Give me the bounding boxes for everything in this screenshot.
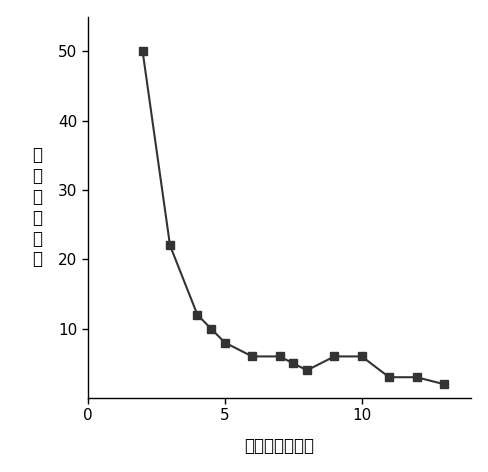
X-axis label: ベリファイ回数: ベリファイ回数 — [244, 438, 315, 455]
Y-axis label: 不
良
ビ
ッ
ト
数: 不 良 ビ ッ ト 数 — [32, 146, 42, 269]
